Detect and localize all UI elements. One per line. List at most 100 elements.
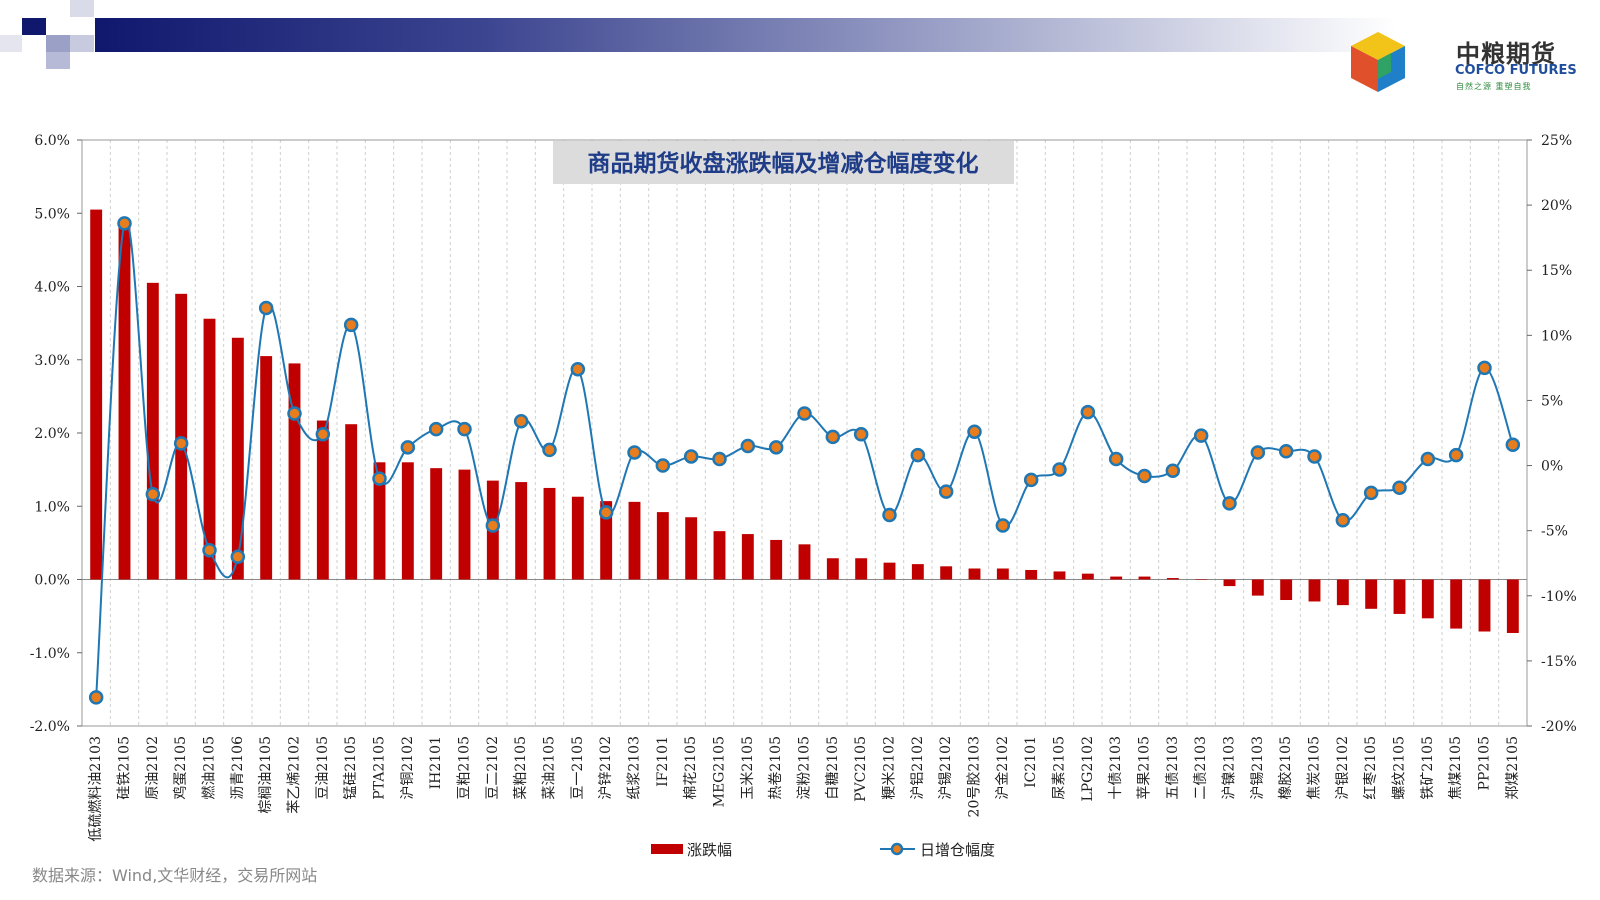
bar bbox=[911, 564, 924, 580]
x-tick-label: 橡胶2105 bbox=[1277, 736, 1294, 800]
bar bbox=[401, 462, 414, 580]
bar bbox=[1081, 573, 1094, 580]
bar bbox=[90, 209, 103, 580]
x-tick-label: 淀粉2105 bbox=[797, 736, 813, 800]
bar bbox=[1308, 579, 1321, 602]
line-point bbox=[1448, 447, 1464, 463]
x-tick-label: IH2101 bbox=[428, 736, 444, 789]
line-point bbox=[513, 414, 529, 429]
header-square-decoration bbox=[46, 52, 70, 69]
line-point bbox=[400, 440, 416, 455]
bar bbox=[600, 501, 613, 580]
bar bbox=[231, 337, 244, 580]
line-point bbox=[117, 216, 132, 231]
bar bbox=[515, 482, 528, 580]
x-tick-label: 红枣2105 bbox=[1363, 736, 1379, 800]
line-point bbox=[88, 690, 104, 705]
x-tick-label: 菜油2105 bbox=[542, 736, 558, 800]
line-point bbox=[655, 458, 671, 473]
bar bbox=[203, 318, 216, 580]
bar bbox=[1251, 579, 1264, 596]
y-right-tick-label: 5% bbox=[1541, 393, 1563, 409]
x-tick-label: 硅铁2105 bbox=[117, 736, 133, 800]
line-point bbox=[1052, 462, 1067, 477]
y-right-tick-label: 20% bbox=[1541, 198, 1572, 214]
y-right-tick-label: 0% bbox=[1541, 459, 1563, 475]
bar bbox=[940, 566, 953, 580]
x-tick-label: 二债2103 bbox=[1193, 736, 1209, 800]
line-point bbox=[372, 471, 387, 486]
line-point bbox=[1137, 468, 1152, 484]
brand-name-cn: 中粮期货 bbox=[1456, 40, 1556, 68]
line-point bbox=[542, 442, 557, 458]
line-point bbox=[683, 449, 699, 464]
bar bbox=[1506, 579, 1519, 633]
y-left-tick-label: -2.0% bbox=[30, 719, 70, 735]
bar bbox=[430, 468, 443, 580]
bar bbox=[685, 517, 698, 580]
x-tick-label: 焦炭2105 bbox=[1307, 736, 1323, 800]
line-point bbox=[910, 447, 926, 463]
bar bbox=[1195, 579, 1208, 580]
bar bbox=[1138, 576, 1151, 580]
chart-title-box bbox=[553, 141, 1014, 184]
line-point bbox=[995, 518, 1011, 533]
line-point bbox=[485, 518, 501, 533]
y-left-tick-label: 6.0% bbox=[34, 133, 70, 149]
bar bbox=[855, 558, 868, 580]
x-tick-label: 螺纹2105 bbox=[1392, 736, 1408, 800]
bar bbox=[770, 539, 783, 580]
x-tick-label: 棕榈油2105 bbox=[258, 736, 274, 814]
x-tick-label: 豆二2102 bbox=[485, 736, 501, 800]
x-tick-label: 热卷2105 bbox=[768, 736, 784, 800]
x-tick-label: MEG2105 bbox=[712, 736, 728, 807]
y-right-tick-label: -20% bbox=[1541, 719, 1577, 735]
x-tick-label: 焦煤2105 bbox=[1448, 736, 1464, 800]
line-point bbox=[343, 317, 359, 333]
bar bbox=[883, 562, 896, 580]
x-tick-label: 豆一2105 bbox=[570, 736, 586, 800]
bar bbox=[543, 487, 556, 580]
legend-line-label: 日增仓幅度 bbox=[920, 841, 995, 859]
x-tick-label: IC2101 bbox=[1023, 736, 1039, 788]
x-tick-label: 沪金2102 bbox=[995, 736, 1011, 800]
source-note: 数据来源：Wind,文华财经，交易所网站 bbox=[32, 866, 318, 885]
x-tick-label: 菜粕2105 bbox=[513, 736, 529, 800]
bar bbox=[628, 501, 641, 580]
x-tick-label: 郑煤2105 bbox=[1505, 736, 1521, 800]
bar bbox=[1025, 569, 1038, 580]
line-point bbox=[145, 486, 161, 502]
line-point bbox=[598, 505, 614, 520]
x-tick-label: PTA2105 bbox=[372, 736, 388, 800]
y-right-tick-label: 25% bbox=[1541, 133, 1572, 149]
line-point bbox=[173, 436, 189, 451]
bar bbox=[373, 462, 386, 580]
line-point bbox=[1193, 428, 1209, 443]
bar bbox=[1223, 579, 1236, 587]
legend-bar-swatch bbox=[651, 844, 683, 854]
line-point bbox=[1023, 472, 1039, 488]
brand-slogan: 自然之源 重塑自我 bbox=[1456, 82, 1532, 91]
x-tick-label: 豆粕2105 bbox=[457, 736, 473, 800]
bar bbox=[1393, 579, 1406, 614]
bar bbox=[968, 568, 981, 580]
bar bbox=[1166, 578, 1179, 580]
x-tick-label: 铁矿2105 bbox=[1420, 736, 1436, 800]
line-point bbox=[768, 440, 784, 455]
bar bbox=[1450, 579, 1463, 629]
bar bbox=[1421, 579, 1434, 619]
line-point bbox=[797, 406, 812, 421]
line-point bbox=[1278, 443, 1294, 459]
x-tick-label: PP2105 bbox=[1477, 736, 1493, 790]
x-tick-label: 五债2103 bbox=[1165, 736, 1181, 800]
line-point bbox=[1080, 404, 1096, 420]
x-tick-label: 20号胶2103 bbox=[966, 736, 983, 817]
x-tick-label: 锰硅2105 bbox=[343, 736, 359, 800]
line-point bbox=[230, 549, 246, 564]
line-point bbox=[570, 361, 586, 377]
x-tick-label: 低硫燃料油2103 bbox=[87, 736, 104, 842]
header-square-decoration bbox=[22, 18, 46, 35]
x-tick-label: 燃油2105 bbox=[201, 736, 218, 800]
y-left-tick-label: 2.0% bbox=[34, 426, 70, 442]
